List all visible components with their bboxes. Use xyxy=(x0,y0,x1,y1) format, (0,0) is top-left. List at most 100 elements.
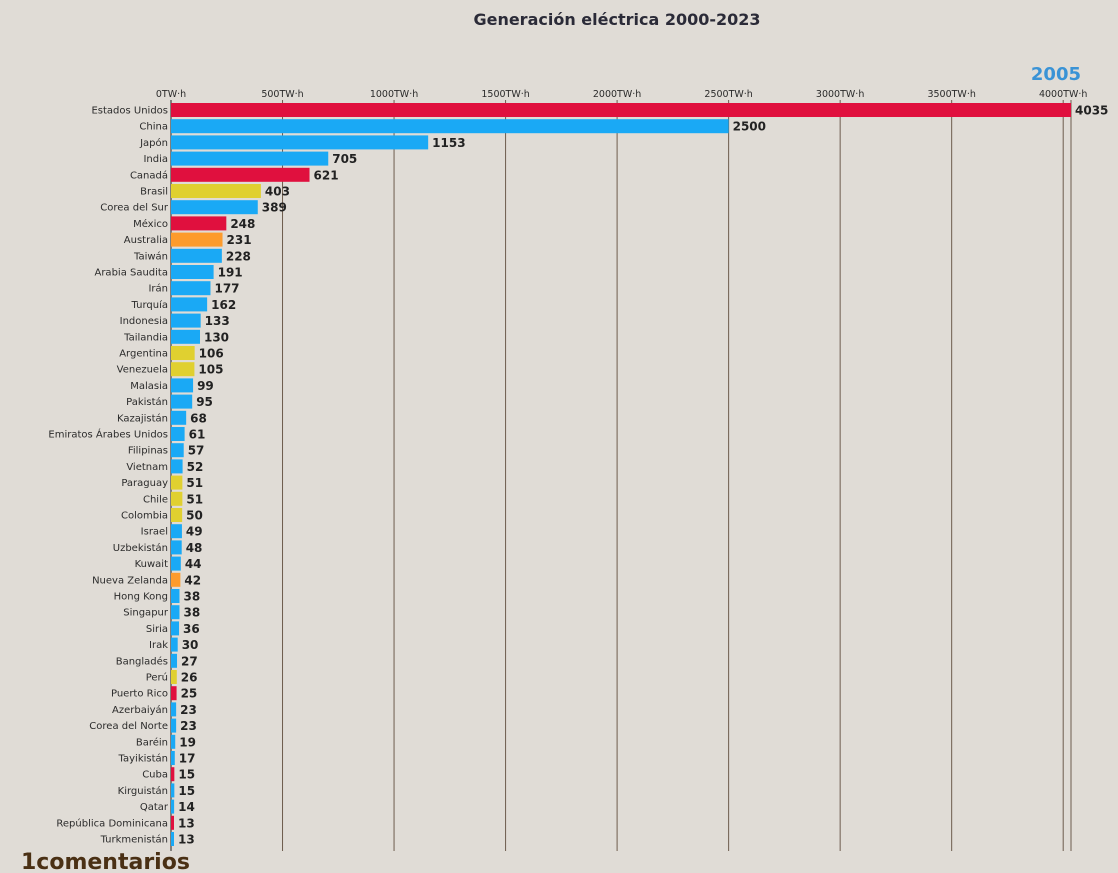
chart-title: Generación eléctrica 2000-2023 xyxy=(473,10,761,29)
bar xyxy=(171,734,176,749)
bar xyxy=(171,313,201,328)
value-label: 61 xyxy=(189,428,206,442)
bar xyxy=(171,346,195,360)
category-label: Tayikistán xyxy=(118,753,168,765)
value-label: 99 xyxy=(197,379,214,393)
category-label: Israel xyxy=(141,527,168,538)
category-label: Malasia xyxy=(130,381,168,392)
value-label: 68 xyxy=(190,411,207,425)
value-label: 19 xyxy=(179,735,196,749)
value-label: 23 xyxy=(180,703,197,717)
value-label: 36 xyxy=(183,622,200,636)
bar xyxy=(171,524,182,539)
bar xyxy=(171,378,194,393)
bar xyxy=(171,572,181,587)
bar xyxy=(171,508,183,522)
category-label: Cuba xyxy=(142,770,168,781)
bar xyxy=(171,815,174,830)
bar xyxy=(171,119,729,134)
bar xyxy=(171,297,208,312)
value-label: 4035 xyxy=(1075,104,1108,118)
x-tick-label: 3500TW·h xyxy=(927,89,975,100)
bar xyxy=(171,589,180,603)
category-label: Kuwait xyxy=(135,559,168,570)
bar xyxy=(171,427,185,441)
category-label: México xyxy=(133,218,168,230)
x-tick-label: 1500TW·h xyxy=(481,89,529,100)
bar xyxy=(171,637,178,652)
bar xyxy=(171,459,183,474)
value-label: 95 xyxy=(196,395,213,409)
bar xyxy=(171,767,175,782)
category-label: Irak xyxy=(149,640,168,651)
category-label: Arabia Saudita xyxy=(94,268,168,279)
category-label: Singapur xyxy=(123,608,169,619)
bar xyxy=(171,281,211,296)
value-label: 1153 xyxy=(432,136,465,150)
comments-heading[interactable]: 1comentarios xyxy=(21,850,190,873)
value-label: 17 xyxy=(179,752,196,766)
category-label: Colombia xyxy=(121,511,168,522)
bar xyxy=(171,718,177,733)
bar xyxy=(171,103,1071,117)
category-label: Canadá xyxy=(130,169,168,181)
value-label: 48 xyxy=(186,541,203,555)
value-label: 15 xyxy=(178,768,195,782)
value-label: 23 xyxy=(180,719,197,733)
category-label: República Dominicana xyxy=(56,817,168,829)
bar xyxy=(171,329,200,344)
category-label: Japón xyxy=(139,137,168,149)
value-label: 13 xyxy=(178,816,195,830)
category-label: Baréin xyxy=(136,736,168,748)
value-label: 44 xyxy=(185,557,202,571)
bar xyxy=(171,540,182,555)
bar xyxy=(171,443,184,458)
bar xyxy=(171,751,175,765)
category-label: Corea del Norte xyxy=(89,721,168,732)
value-label: 228 xyxy=(226,249,251,263)
bar xyxy=(171,200,258,215)
category-label: Filipinas xyxy=(128,446,168,457)
category-label: Vietnam xyxy=(126,462,168,473)
value-label: 15 xyxy=(178,784,195,798)
value-label: 51 xyxy=(186,476,203,490)
category-label: Emiratos Árabes Unidos xyxy=(48,428,168,441)
value-label: 705 xyxy=(332,152,357,166)
bar xyxy=(171,167,310,182)
value-label: 248 xyxy=(230,217,255,231)
bar xyxy=(171,184,261,198)
bar xyxy=(171,783,175,798)
category-label: Qatar xyxy=(140,802,169,813)
category-label: Estados Unidos xyxy=(91,106,168,117)
category-label: Brasil xyxy=(140,187,168,198)
category-label: Argentina xyxy=(119,349,168,360)
category-label: Taiwán xyxy=(133,250,168,262)
x-tick-label: 4000TW·h xyxy=(1039,89,1087,100)
bar xyxy=(171,491,183,506)
category-label: Australia xyxy=(124,235,168,246)
bar xyxy=(171,248,222,263)
value-label: 105 xyxy=(198,363,223,377)
value-label: 38 xyxy=(183,590,200,604)
bar xyxy=(171,135,429,150)
value-label: 14 xyxy=(178,800,195,814)
value-label: 621 xyxy=(314,168,339,182)
bar xyxy=(171,621,180,636)
value-label: 27 xyxy=(181,654,198,668)
category-label: Turquía xyxy=(131,299,168,311)
value-label: 25 xyxy=(181,687,198,701)
category-label: India xyxy=(143,154,168,165)
value-label: 51 xyxy=(186,492,203,506)
year-label: 2005 xyxy=(1030,64,1081,85)
value-label: 26 xyxy=(181,671,198,685)
category-label: Kazajistán xyxy=(117,412,168,424)
category-label: China xyxy=(139,122,168,133)
bar xyxy=(171,216,227,231)
category-label: Azerbaiyán xyxy=(112,704,168,716)
category-label: Venezuela xyxy=(117,365,168,376)
value-label: 177 xyxy=(214,282,239,296)
value-label: 191 xyxy=(218,266,243,280)
category-label: Nueva Zelanda xyxy=(92,575,168,586)
